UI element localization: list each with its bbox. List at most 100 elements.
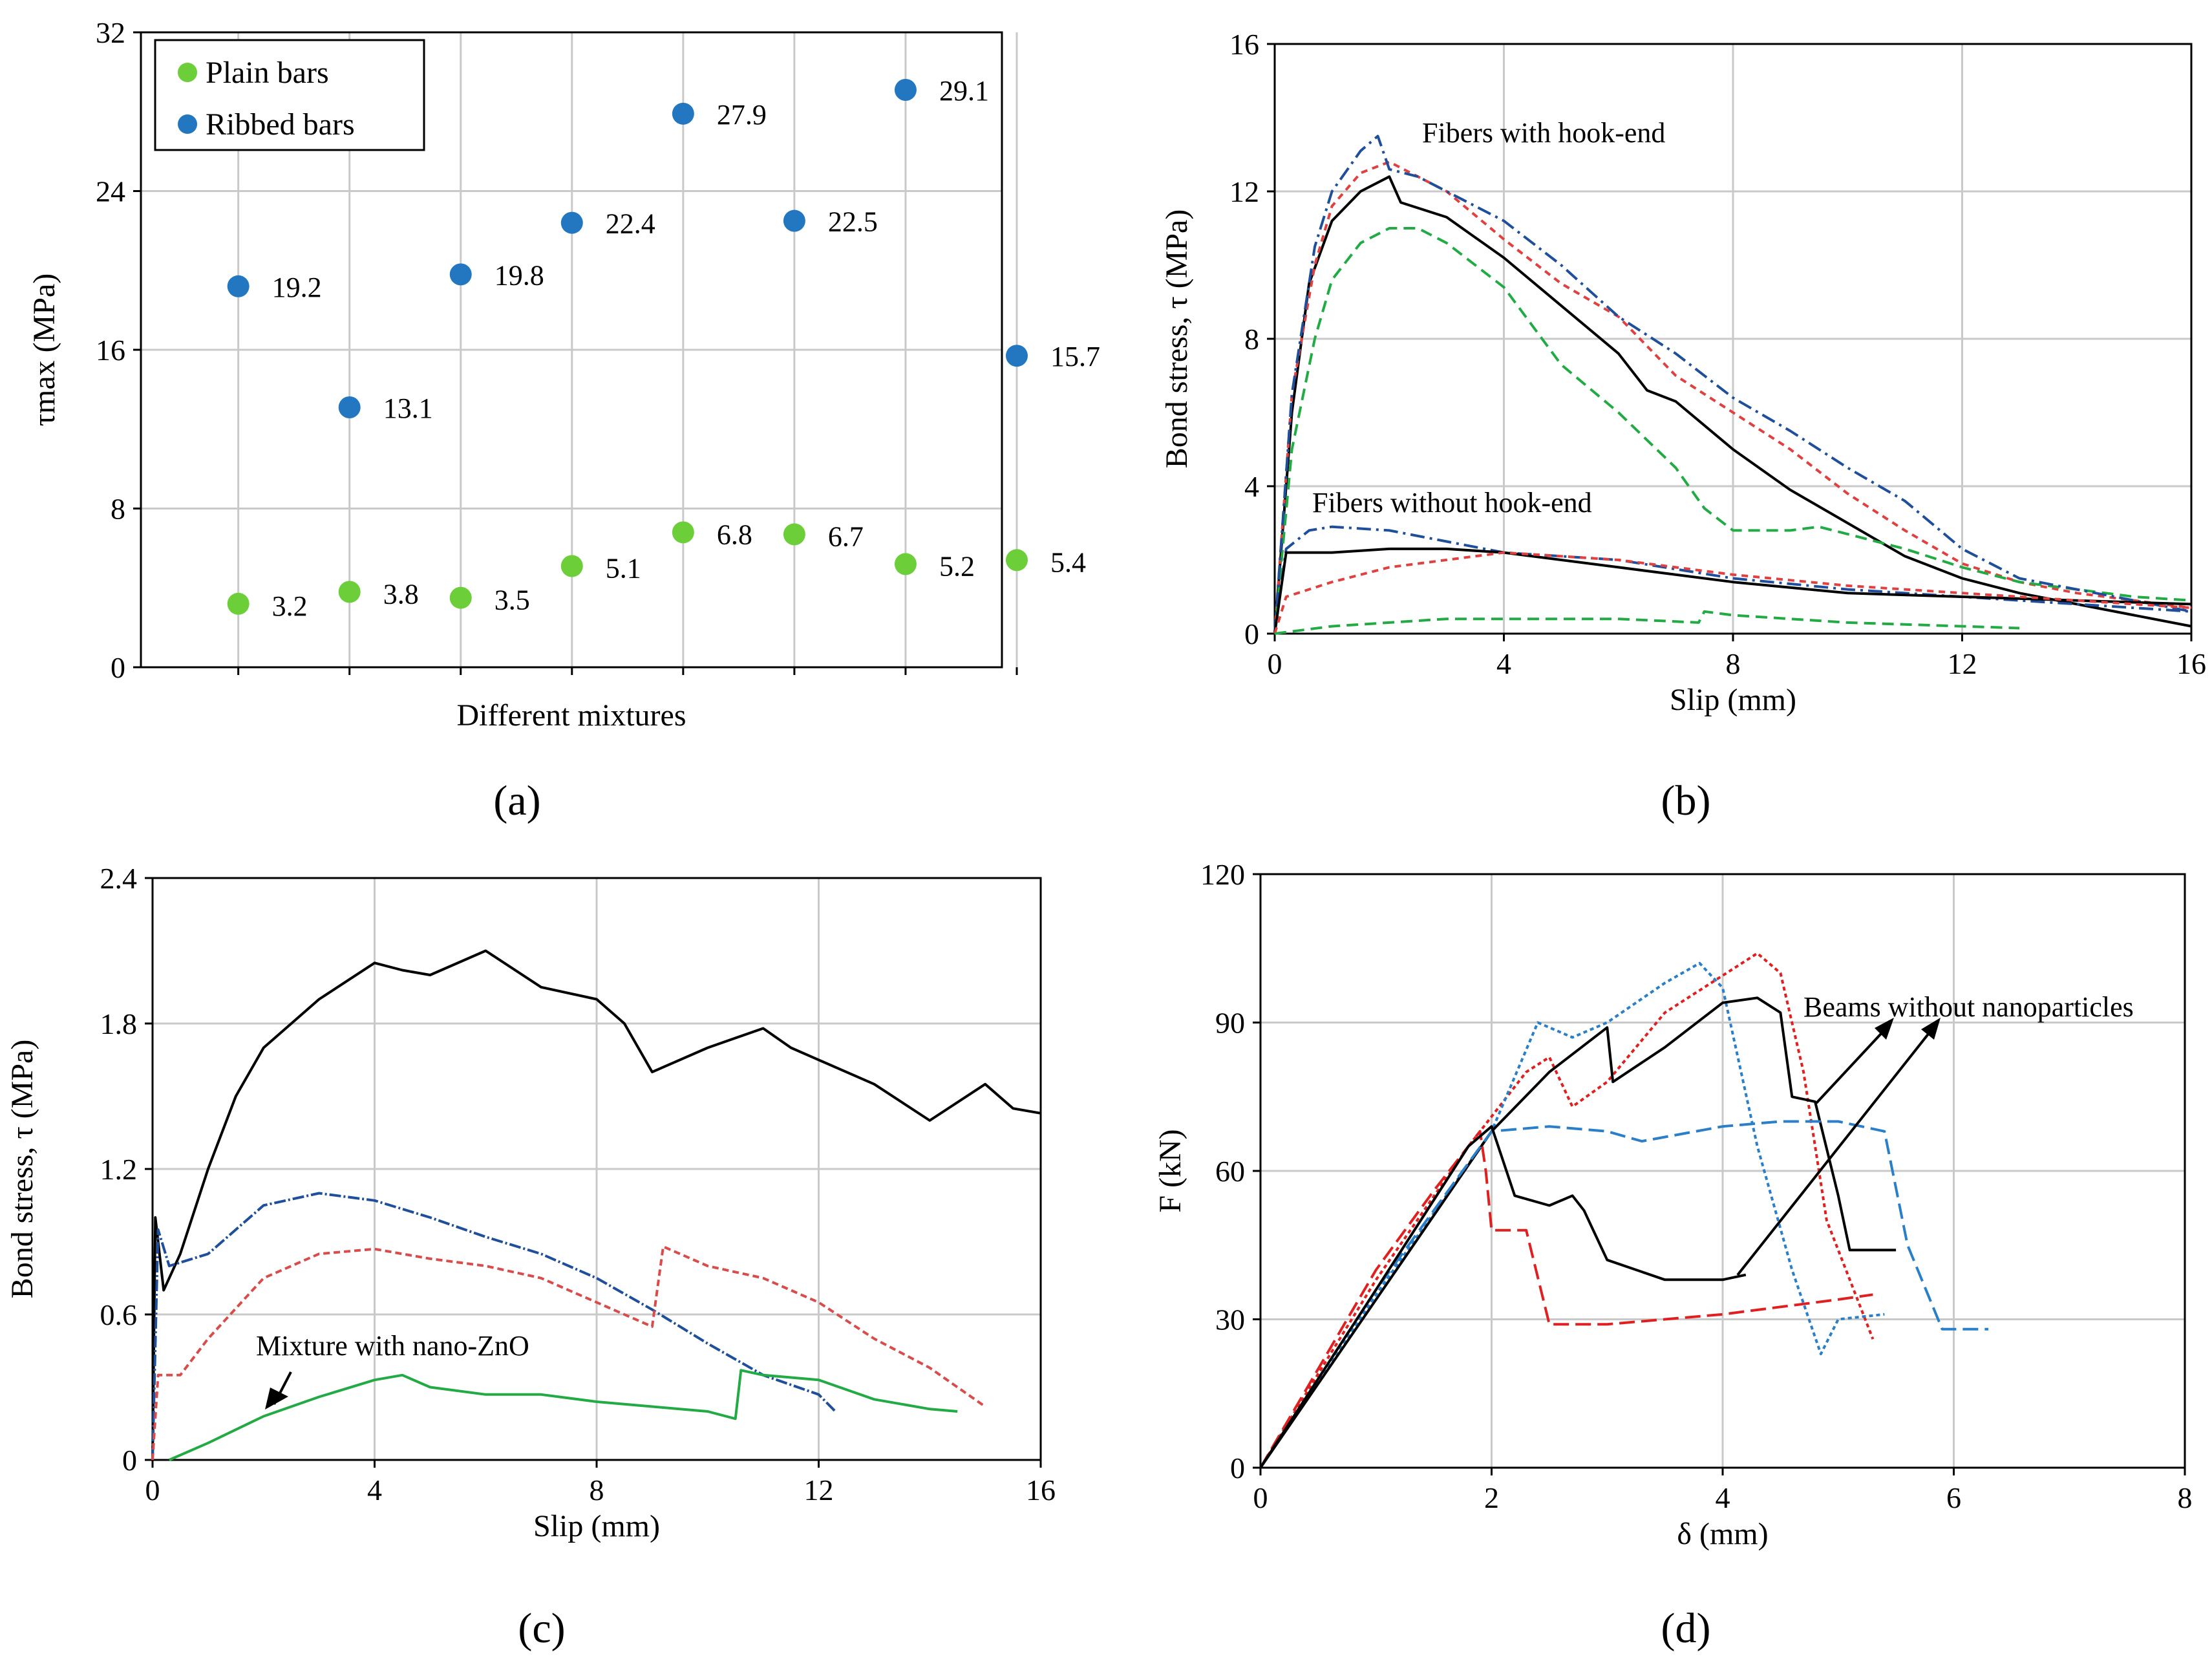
a-data-label: 22.5 xyxy=(828,206,878,238)
a-ytick-label: 32 xyxy=(96,16,125,49)
c-ytick-label: 1.8 xyxy=(100,1007,138,1040)
b-series-hook-blue xyxy=(1273,134,2192,634)
b-series-plain-black xyxy=(1273,547,2192,634)
b-ytick-label: 4 xyxy=(1244,470,1259,503)
panel-b-chart: 0 4 8 12 16 0 4 8 12 16 Slip (mm) Bond stress, τ (M… xyxy=(1160,28,2206,717)
a-data-label: 6.8 xyxy=(717,519,752,550)
a-data-label: 27.9 xyxy=(717,99,767,131)
a-point-plain xyxy=(894,553,917,575)
a-point-ribbed xyxy=(560,211,583,234)
b-series-plain-green xyxy=(1274,610,2020,635)
a-legend-marker xyxy=(178,114,197,134)
d-ytick-label: 90 xyxy=(1215,1007,1245,1040)
a-legend-label: Plain bars xyxy=(206,56,329,90)
a-x-axis-label: Different mixtures xyxy=(456,698,686,733)
c-ytick-label: 0 xyxy=(122,1444,137,1477)
a-data-label: 19.8 xyxy=(495,259,544,291)
panel-c-label: (c) xyxy=(518,1605,565,1652)
d-xtick-label: 8 xyxy=(2178,1481,2193,1514)
a-point-plain xyxy=(672,521,694,544)
d-xtick-label: 2 xyxy=(1484,1481,1499,1514)
a-point-plain xyxy=(783,523,805,546)
c-ytick-label: 1.2 xyxy=(100,1153,138,1186)
b-xtick-label: 16 xyxy=(2176,647,2206,680)
panel-b-label: (b) xyxy=(1661,777,1711,824)
d-annotation-arrowhead xyxy=(1875,1018,1894,1040)
c-xtick-label: 12 xyxy=(804,1474,834,1506)
a-data-label: 3.8 xyxy=(383,578,419,610)
panel-a-chart: 0 8 16 24 32 3.2 3.8 3.5 5.1 6.8 6.7 5.2 5.4 19.2 13.1… xyxy=(27,16,1100,733)
d-x-axis-label: δ (mm) xyxy=(1677,1517,1768,1551)
a-plot-frame xyxy=(140,31,1003,669)
d-series-red-dash xyxy=(1259,1130,1873,1469)
b-annotation-hook-end: Fibers with hook-end xyxy=(1422,117,1665,149)
a-data-label: 5.2 xyxy=(939,550,975,582)
a-point-plain xyxy=(338,581,361,603)
b-y-axis-label: Bond stress, τ (MPa) xyxy=(1160,209,1194,469)
a-point-plain xyxy=(449,586,472,609)
d-y-axis-label: F (kN) xyxy=(1153,1129,1187,1212)
a-ytick-label: 16 xyxy=(96,334,125,367)
c-series-green xyxy=(169,1369,958,1461)
panel-a-label: (a) xyxy=(493,777,540,824)
b-xtick-label: 4 xyxy=(1496,647,1511,680)
d-annotation-arrow xyxy=(1815,1025,1889,1104)
b-series-hook-black xyxy=(1273,175,2192,634)
a-legend-label: Ribbed bars xyxy=(206,107,355,142)
d-xtick-label: 0 xyxy=(1253,1481,1268,1514)
d-annotation-no-nanoparticles: Beams without nanoparticles xyxy=(1803,991,2134,1023)
c-ytick-label: 2.4 xyxy=(100,862,138,895)
a-ytick-label: 24 xyxy=(96,175,125,208)
c-xtick-label: 0 xyxy=(145,1474,160,1506)
c-xtick-label: 4 xyxy=(367,1474,382,1506)
a-point-ribbed xyxy=(338,396,361,418)
b-ytick-label: 0 xyxy=(1244,617,1259,650)
a-y-axis-label: τmax (MPa) xyxy=(27,273,61,427)
c-annotation-nano-zno: Mixture with nano-ZnO xyxy=(256,1330,529,1362)
b-ytick-label: 16 xyxy=(1229,28,1259,61)
a-data-label: 5.4 xyxy=(1050,546,1086,578)
a-point-ribbed xyxy=(1005,345,1028,367)
b-series-hook-green xyxy=(1273,227,2192,634)
a-legend-box xyxy=(154,39,425,151)
b-ytick-label: 12 xyxy=(1229,175,1259,208)
c-series-red xyxy=(151,1245,986,1461)
c-xtick-label: 8 xyxy=(590,1474,604,1506)
a-data-label: 15.7 xyxy=(1050,341,1100,372)
b-annotation-without-hook-end: Fibers without hook-end xyxy=(1312,487,1592,519)
d-ytick-label: 30 xyxy=(1215,1303,1245,1336)
b-xtick-label: 12 xyxy=(1948,647,1977,680)
d-annotation-arrowhead xyxy=(1921,1018,1941,1040)
d-ytick-label: 0 xyxy=(1230,1452,1245,1484)
a-data-label: 19.2 xyxy=(272,272,322,303)
a-data-label: 22.4 xyxy=(606,208,655,240)
a-ytick-label: 8 xyxy=(111,493,125,526)
a-point-ribbed xyxy=(672,102,694,125)
b-series-hook-red xyxy=(1273,160,2192,634)
a-point-ribbed xyxy=(894,78,917,101)
a-point-ribbed xyxy=(783,209,805,232)
a-point-ribbed xyxy=(227,275,250,297)
b-series-plain-red xyxy=(1273,551,2192,634)
d-annotation-arrow xyxy=(1736,1025,1935,1276)
a-data-label: 5.1 xyxy=(606,552,641,584)
d-ytick-label: 120 xyxy=(1200,858,1245,891)
a-point-plain xyxy=(560,555,583,577)
d-series-blue-dot xyxy=(1259,961,1885,1469)
panel-c-chart: 0 0.6 1.2 1.8 2.4 0 4 8 12 16 Slip (mm) Bond stress… xyxy=(5,862,1056,1543)
b-xtick-label: 0 xyxy=(1268,647,1282,680)
c-series-black xyxy=(151,949,1041,1461)
d-series-black-single xyxy=(1259,996,1897,1469)
a-data-label: 3.5 xyxy=(495,584,530,616)
c-series-blue xyxy=(151,1192,836,1461)
a-data-label: 13.1 xyxy=(383,392,433,424)
c-annotation-arrowhead xyxy=(265,1388,288,1409)
b-ytick-label: 8 xyxy=(1244,323,1259,356)
a-data-label: 6.7 xyxy=(828,520,864,552)
d-xtick-label: 6 xyxy=(1946,1481,1961,1514)
a-point-plain xyxy=(227,592,250,615)
a-ytick-label: 0 xyxy=(111,651,125,684)
c-y-axis-label: Bond stress, τ (MPa) xyxy=(5,1040,39,1299)
a-data-label: 3.2 xyxy=(272,590,308,622)
